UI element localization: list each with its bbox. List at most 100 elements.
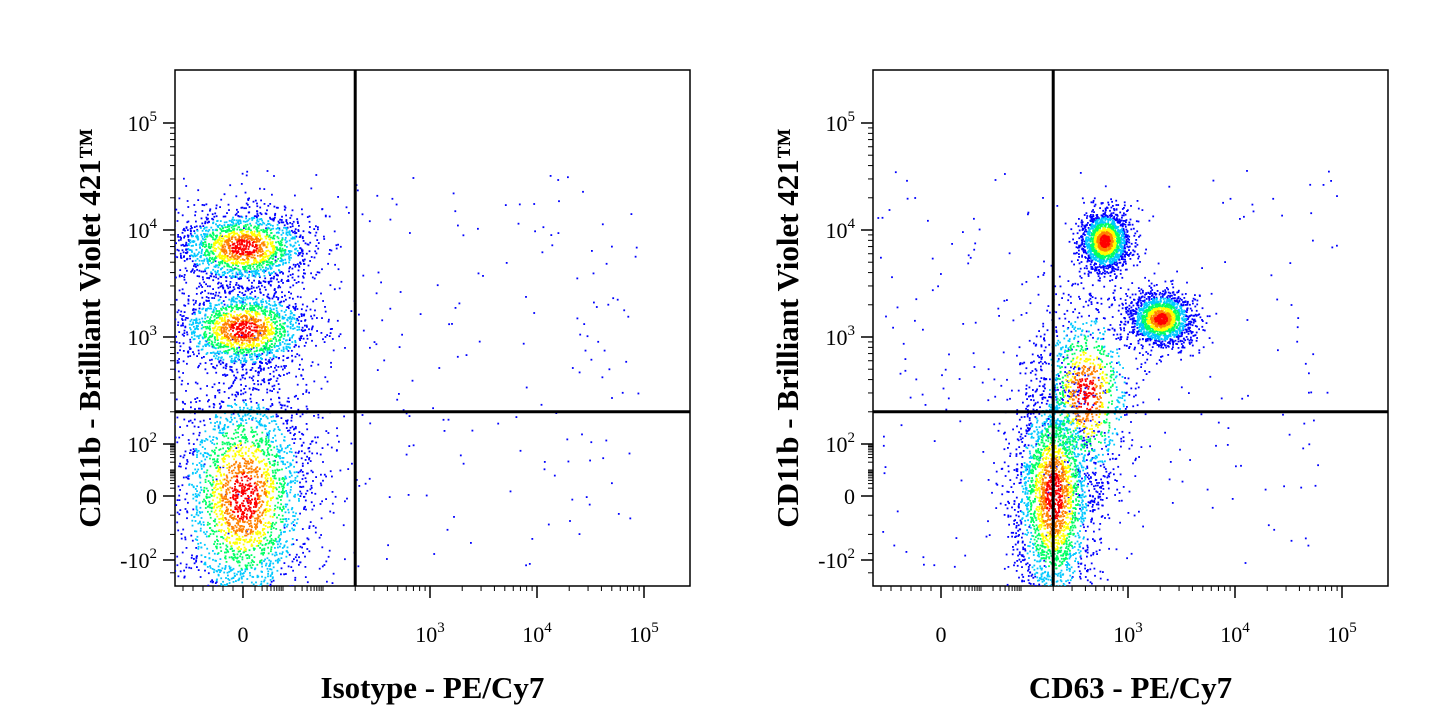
isotype-event-dot: [266, 342, 268, 345]
isotype-event-dot: [251, 431, 253, 434]
isotype-event-dot: [330, 446, 333, 449]
isotype-event-dot: [215, 255, 217, 258]
isotype-event-dot: [236, 425, 239, 427]
isotype-event-dot: [259, 235, 261, 238]
isotype-event-dot: [321, 447, 324, 449]
isotype-event-dot: [235, 617, 237, 619]
isotype-event-dot: [290, 250, 293, 253]
isotype-event-dot: [275, 332, 278, 335]
isotype-event-dot: [218, 352, 221, 355]
isotype-event-dot: [318, 567, 321, 570]
isotype-event-dot: [217, 464, 219, 467]
isotype-event-dot: [225, 544, 228, 547]
isotype-event-dot: [190, 557, 193, 559]
isotype-event-dot: [269, 535, 271, 538]
isotype-event-dot: [250, 536, 253, 538]
isotype-event-dot: [294, 232, 296, 235]
isotype-event-dot: [270, 228, 273, 231]
isotype-event-dot: [477, 272, 480, 275]
isotype-event-dot: [178, 494, 181, 497]
isotype-event-dot: [205, 487, 208, 490]
isotype-event-dot: [277, 281, 280, 283]
isotype-event-dot: [237, 221, 240, 224]
isotype-event-dot: [292, 284, 295, 287]
isotype-event-dot: [266, 229, 268, 231]
isotype-event-dot: [290, 256, 292, 259]
isotype-event-dot: [244, 399, 247, 401]
isotype-event-dot: [227, 351, 229, 354]
isotype-event-dot: [240, 273, 243, 275]
isotype-event-dot: [291, 359, 294, 362]
isotype-event-dot: [301, 250, 304, 253]
isotype-event-dot: [249, 265, 251, 268]
isotype-event-dot: [238, 561, 241, 564]
isotype-event-dot: [219, 363, 222, 366]
isotype-event-dot: [204, 556, 207, 558]
isotype-event-dot: [180, 254, 182, 257]
isotype-event-dot: [261, 632, 263, 634]
isotype-event-dot: [200, 284, 202, 287]
isotype-event-dot: [268, 521, 270, 524]
isotype-event-dot: [232, 315, 235, 317]
isotype-event-dot: [271, 573, 273, 575]
isotype-event-dot: [285, 520, 288, 522]
isotype-event-dot: [265, 306, 268, 309]
isotype-event-dot: [266, 351, 269, 354]
isotype-event-dot: [217, 281, 220, 284]
isotype-event-dot: [217, 356, 220, 359]
isotype-event-dot: [210, 272, 213, 275]
isotype-event-dot: [267, 453, 270, 455]
isotype-event-dot: [224, 230, 226, 232]
isotype-event-dot: [343, 415, 345, 418]
isotype-event-dot: [301, 330, 304, 332]
isotype-event-dot: [270, 280, 273, 283]
isotype-event-dot: [258, 232, 261, 235]
isotype-event-dot: [241, 452, 244, 455]
isotype-event-dot: [194, 663, 196, 665]
isotype-event-dot: [277, 237, 280, 240]
isotype-event-dot: [194, 538, 197, 541]
isotype-event-dot: [245, 202, 248, 205]
isotype-event-dot: [257, 306, 260, 308]
isotype-event-dot: [294, 579, 297, 581]
isotype-event-dot: [217, 468, 220, 471]
isotype-event-dot: [271, 571, 274, 574]
isotype-event-dot: [225, 306, 227, 309]
isotype-event-dot: [285, 261, 287, 264]
isotype-event-dot: [315, 225, 317, 228]
isotype-event-dot: [255, 226, 258, 229]
isotype-event-dot: [231, 406, 233, 408]
isotype-event-dot: [276, 350, 279, 353]
isotype-event-dot: [283, 300, 285, 303]
isotype-event-dot: [210, 529, 213, 532]
isotype-event-dot: [290, 474, 293, 477]
isotype-event-dot: [309, 521, 312, 523]
isotype-event-dot: [275, 454, 278, 457]
isotype-event-dot: [183, 418, 186, 421]
isotype-event-dot: [281, 404, 283, 407]
isotype-event-dot: [205, 535, 208, 538]
isotype-event-dot: [247, 455, 250, 457]
isotype-event-dot: [237, 215, 240, 217]
isotype-event-dot: [219, 543, 222, 545]
isotype-event-dot: [193, 425, 196, 428]
isotype-event-dot: [211, 217, 213, 220]
isotype-event-dot: [315, 476, 317, 478]
isotype-event-dot: [248, 279, 250, 282]
isotype-event-dot: [290, 447, 292, 450]
isotype-event-dot: [214, 540, 216, 543]
isotype-event-dot: [176, 248, 179, 251]
isotype-event-dot: [274, 486, 277, 489]
isotype-event-dot: [297, 408, 300, 411]
isotype-event-dot: [291, 354, 293, 357]
isotype-event-dot: [235, 282, 238, 284]
isotype-event-dot: [229, 420, 232, 423]
isotype-event-dot: [249, 354, 251, 356]
isotype-event-dot: [219, 312, 221, 315]
isotype-event-dot: [260, 300, 263, 302]
isotype-event-dot: [280, 417, 283, 419]
isotype-event-dot: [230, 569, 232, 571]
isotype-event-dot: [212, 479, 214, 481]
isotype-event-dot: [338, 287, 341, 290]
isotype-event-dot: [306, 326, 308, 328]
